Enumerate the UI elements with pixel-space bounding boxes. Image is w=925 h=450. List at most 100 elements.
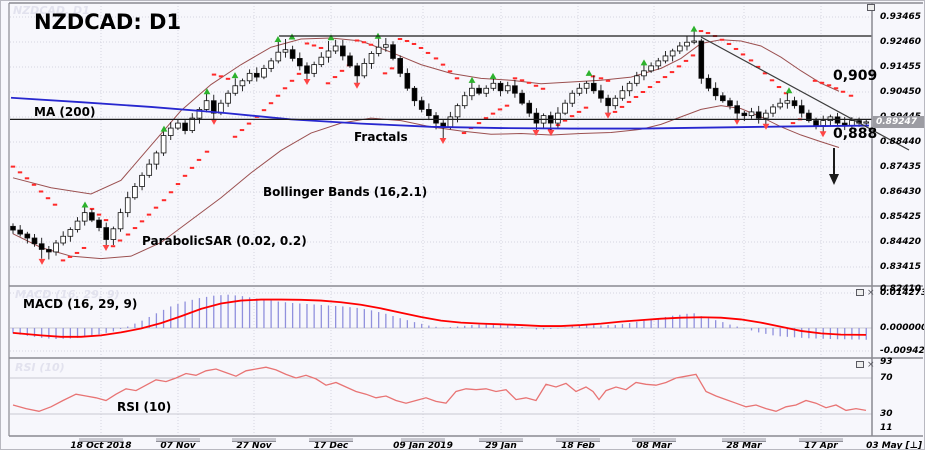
sar-dot	[676, 65, 682, 68]
date-label: 18 Feb	[561, 441, 595, 450]
candle-bullish	[655, 60, 662, 67]
macd-tick: 0.000000	[880, 323, 925, 333]
sar-dot	[640, 91, 646, 93]
date-label: 09 Jan 2019	[393, 441, 453, 450]
support-price-annotation[interactable]: 0,888	[833, 126, 878, 142]
resistance-price-annotation[interactable]: 0,909	[833, 68, 878, 84]
sar-dot	[110, 245, 116, 248]
price-tick: 0.85425	[880, 212, 921, 222]
sar-dot	[268, 102, 274, 105]
sar-dot	[447, 70, 453, 73]
candle-bullish	[748, 111, 755, 117]
candle-bearish	[182, 122, 188, 131]
price-tick: 0.90450	[880, 87, 921, 97]
sar-dot	[232, 135, 238, 138]
candle-bullish	[763, 112, 769, 119]
sar-dot	[612, 110, 618, 113]
sar-dot	[74, 251, 80, 254]
candle-bullish	[662, 55, 669, 62]
date-label: 07 Nov	[160, 441, 196, 450]
sar-dot	[196, 158, 202, 161]
sar-dot	[418, 46, 424, 49]
candle-bullish	[239, 80, 246, 87]
candle-bullish	[160, 135, 167, 154]
fractal-down-icon	[762, 123, 770, 130]
candle-bullish	[469, 87, 475, 97]
sar-dot	[755, 65, 761, 68]
candle-bearish	[96, 219, 102, 228]
candle-bearish	[476, 87, 482, 94]
close-icon[interactable]: ×	[867, 287, 875, 298]
rsi-tick: 93	[880, 357, 893, 367]
current-price-tag: 0.89247	[873, 116, 924, 128]
sar-dot	[576, 110, 582, 113]
close-icon[interactable]: ×	[867, 359, 875, 370]
rsi-tick: 30	[880, 409, 893, 419]
fractal-up-icon	[327, 34, 335, 41]
rsi-panel[interactable]	[10, 360, 870, 435]
candle-bearish	[791, 100, 798, 107]
main-panel-restore-button[interactable]	[867, 4, 875, 11]
candle-bullish	[490, 82, 497, 89]
fractal-up-icon	[640, 59, 648, 66]
sar-dot	[769, 79, 775, 82]
candle-bullish	[375, 46, 382, 54]
sar-dot	[605, 79, 611, 82]
sar-dot	[833, 87, 839, 90]
candle-bullish	[153, 152, 160, 165]
candle-bullish	[619, 90, 626, 99]
restore-icon	[856, 361, 864, 368]
sar-dot	[583, 106, 589, 109]
candle-bearish	[834, 116, 841, 124]
rsi-panel-buttons[interactable]: ×	[856, 359, 875, 370]
sar-dot	[440, 63, 446, 66]
fractal-down-icon	[303, 79, 311, 86]
candle-bullish	[641, 70, 647, 77]
date-label: 18 Oct 2018	[70, 441, 132, 450]
candle-bullish	[684, 41, 690, 47]
sar-dot	[619, 105, 625, 108]
trend-line	[700, 36, 910, 151]
sar-dot	[433, 57, 439, 60]
down-arrow-icon	[829, 174, 839, 185]
chart-title: NZDCAD: D1	[34, 10, 182, 34]
sar-dot	[655, 81, 661, 84]
sar-dot	[10, 165, 16, 168]
candle-bullish	[261, 67, 267, 78]
candle-bullish	[139, 174, 145, 187]
sar-dot	[562, 119, 568, 122]
candle-bearish	[598, 90, 604, 99]
candle-bullish	[576, 87, 583, 94]
candle-bullish	[626, 82, 633, 92]
sar-dot	[726, 42, 732, 45]
main-chart-panel[interactable]	[10, 3, 870, 284]
candle-bullish	[81, 212, 88, 222]
sar-dot	[146, 213, 152, 216]
candle-bullish	[669, 50, 676, 57]
fractal-up-icon	[468, 76, 476, 83]
candle-bullish	[117, 212, 124, 230]
sar-dot	[225, 77, 231, 80]
sar-dot	[117, 239, 123, 242]
sar-dot	[404, 40, 410, 43]
sar-dot	[296, 72, 302, 75]
sar-dot	[461, 132, 467, 135]
sar-dot	[598, 77, 604, 80]
candle-bullish	[504, 85, 511, 92]
candle-bearish	[720, 95, 726, 102]
macd-panel[interactable]	[10, 288, 870, 356]
rsi-watermark: RSI (10)	[15, 361, 65, 374]
macd-tick: -0.009423	[880, 346, 925, 356]
sar-dot	[139, 220, 145, 223]
candle-bearish	[755, 111, 762, 119]
macd-panel-buttons[interactable]: ×	[856, 287, 875, 298]
sar-dot	[633, 95, 639, 98]
candle-bullish	[146, 163, 153, 176]
candle-bullish	[196, 109, 203, 119]
candle-bullish	[583, 82, 590, 89]
macd-tick: 0.014273	[880, 288, 925, 298]
candle-bearish	[727, 100, 733, 107]
candle-bearish	[17, 229, 23, 235]
date-label: 29 Jan	[485, 441, 517, 450]
